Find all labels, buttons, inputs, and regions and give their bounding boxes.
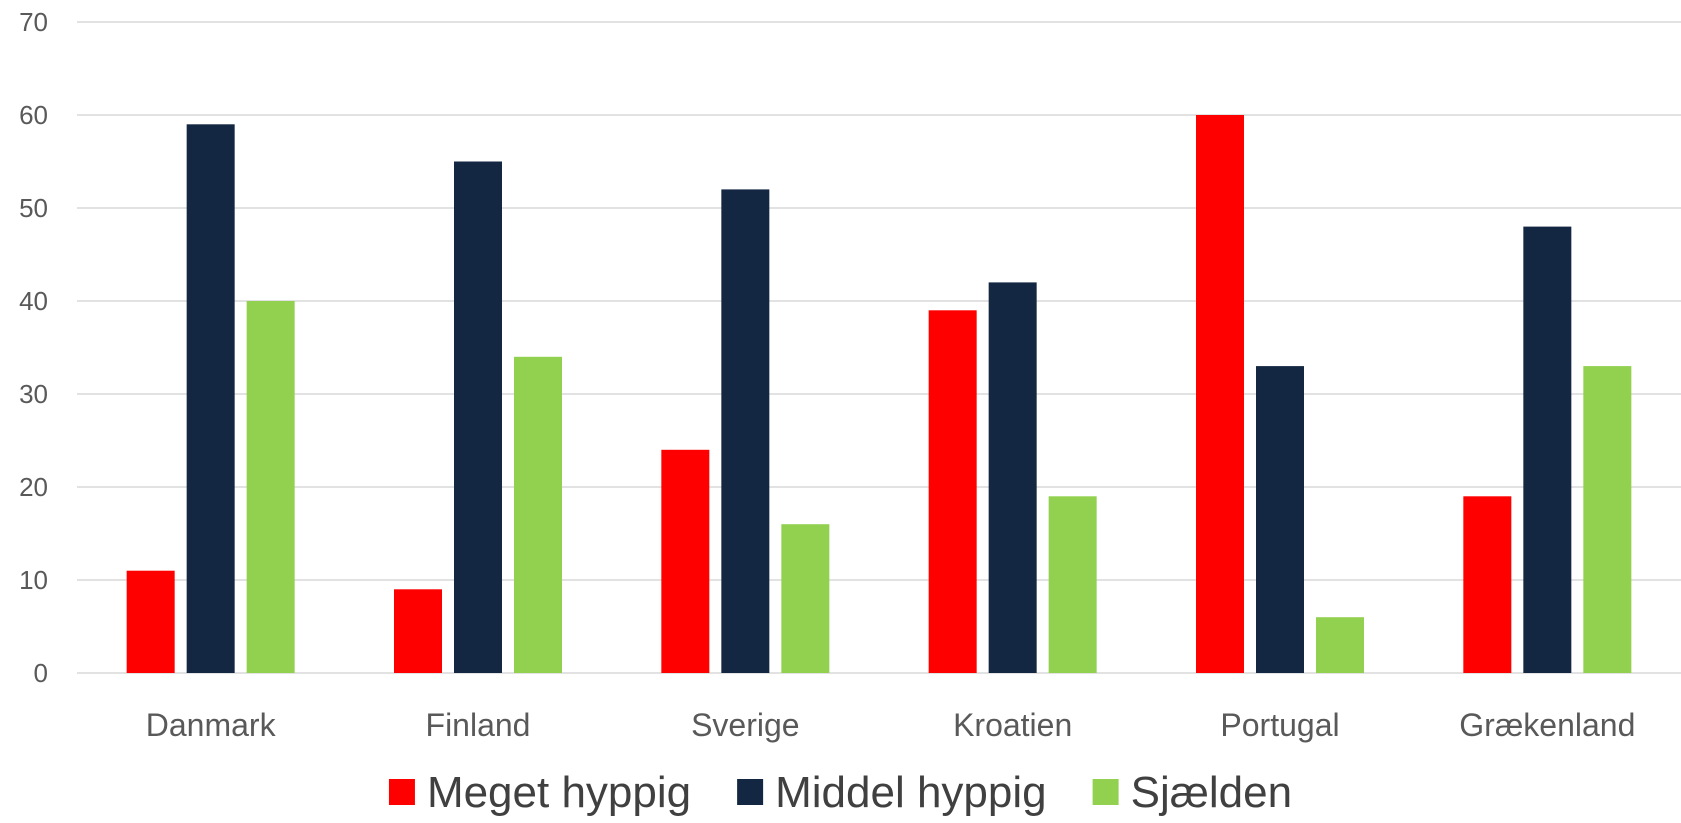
- bar-grækenland-middel-hyppig: [1523, 226, 1572, 673]
- y-tick-label: 60: [19, 100, 48, 130]
- legend-item-sjælden: Sjælden: [1092, 768, 1292, 817]
- bar-portugal-sjælden: [1316, 617, 1364, 673]
- bar-grækenland-meget-hyppig: [1463, 496, 1512, 673]
- bar-danmark-middel-hyppig: [186, 124, 235, 674]
- bar-finland-middel-hyppig: [454, 161, 502, 673]
- y-tick-label: 20: [19, 472, 48, 502]
- bar-finland-meget-hyppig: [394, 589, 442, 673]
- bar-sverige-middel-hyppig: [721, 189, 770, 673]
- bar-portugal-middel-hyppig: [1256, 366, 1304, 673]
- legend-label: Sjælden: [1131, 768, 1292, 817]
- x-axis-categories: Danmark Finland Sverige Kroatien Portugal Græ…: [146, 707, 1636, 743]
- y-tick-label: 40: [19, 286, 48, 316]
- gridlines: [77, 21, 1681, 674]
- bar-portugal-meget-hyppig: [1196, 115, 1244, 673]
- x-category-label: Kroatien: [953, 707, 1072, 743]
- x-category-label: Finland: [426, 707, 531, 743]
- y-axis-ticks: 0 10 20 30 40 50 60 70: [19, 7, 48, 688]
- legend-swatch: [388, 779, 415, 805]
- y-tick-label: 10: [19, 565, 48, 595]
- bar-sverige-meget-hyppig: [661, 449, 710, 673]
- legend-swatch: [737, 779, 764, 805]
- y-tick-label: 70: [19, 7, 48, 37]
- bar-danmark-sjælden: [246, 301, 295, 673]
- bar-danmark-meget-hyppig: [126, 570, 175, 673]
- legend-label: Meget hyppig: [427, 768, 691, 817]
- legend: Meget hyppig Middel hyppig Sjælden: [388, 768, 1292, 817]
- x-category-label: Sverige: [691, 707, 800, 743]
- bar-sverige-sjælden: [781, 524, 830, 673]
- bar-finland-sjælden: [514, 356, 562, 673]
- legend-item-meget-hyppig: Meget hyppig: [388, 768, 691, 817]
- legend-swatch: [1092, 779, 1119, 805]
- legend-item-middel-hyppig: Middel hyppig: [737, 768, 1047, 817]
- y-tick-label: 0: [34, 658, 48, 688]
- legend-label: Middel hyppig: [775, 768, 1047, 817]
- bar-kroatien-meget-hyppig: [928, 310, 977, 673]
- bars: [126, 115, 1632, 674]
- x-category-label: Grækenland: [1459, 707, 1635, 743]
- x-category-label: Portugal: [1220, 707, 1339, 743]
- bar-kroatien-middel-hyppig: [988, 282, 1037, 673]
- bar-grækenland-sjælden: [1583, 366, 1632, 673]
- y-tick-label: 50: [19, 193, 48, 223]
- bar-kroatien-sjælden: [1048, 496, 1097, 673]
- x-category-label: Danmark: [146, 707, 277, 743]
- y-tick-label: 30: [19, 379, 48, 409]
